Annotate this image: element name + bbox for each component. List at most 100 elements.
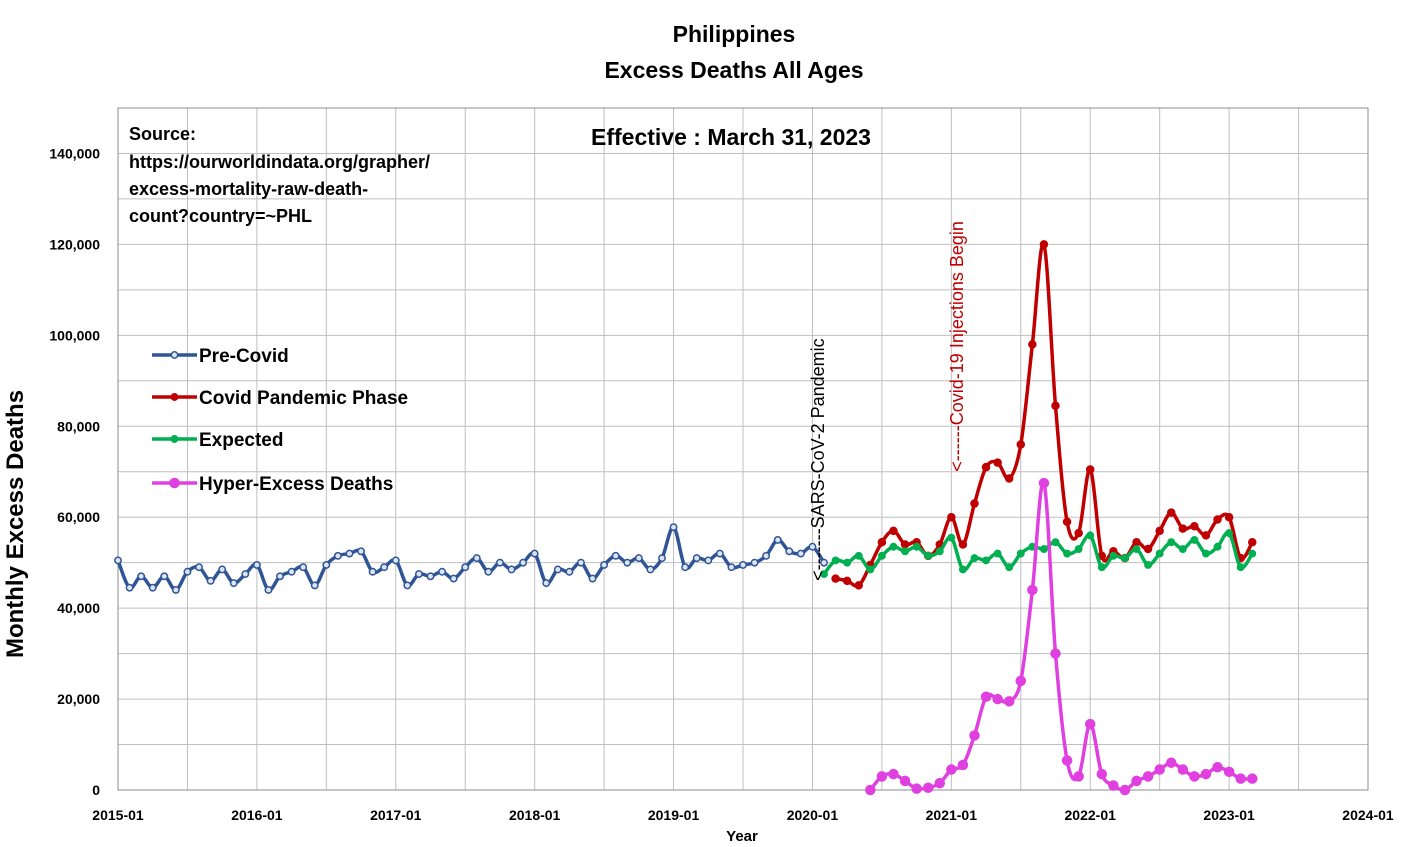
data-point (276, 572, 284, 581)
data-point (924, 551, 933, 560)
data-point (669, 523, 678, 532)
data-point (1015, 675, 1027, 687)
data-point (1190, 522, 1199, 531)
data-point (1142, 771, 1154, 782)
data-point (843, 558, 852, 567)
data-point (947, 512, 956, 522)
data-point (1178, 545, 1187, 553)
data-point (1005, 563, 1014, 572)
source-line: Source: (129, 124, 196, 144)
data-point (403, 581, 412, 590)
data-point (808, 542, 817, 551)
data-point (507, 565, 516, 574)
x-tick-label: 2019-01 (648, 807, 700, 823)
data-point (438, 567, 447, 576)
y-tick-label: 60,000 (57, 509, 100, 525)
data-point (565, 567, 574, 576)
effective-date-label: Effective : March 31, 2023 (591, 124, 871, 150)
data-point (1248, 549, 1257, 558)
data-point (1074, 528, 1083, 538)
x-tick-label: 2022-01 (1065, 807, 1117, 823)
data-point (831, 556, 840, 565)
data-point (750, 558, 759, 567)
data-point (727, 563, 736, 572)
data-point (796, 549, 805, 558)
data-point (1166, 508, 1176, 517)
data-point (588, 574, 597, 583)
data-point (1051, 538, 1060, 547)
y-tick-label: 140,000 (49, 145, 100, 161)
y-tick-label: 0 (92, 782, 100, 798)
data-point (1165, 757, 1177, 768)
legend: Pre-Covid Covid Pandemic Phase Expected Hyp… (152, 346, 408, 495)
data-point (889, 526, 898, 536)
data-point (391, 556, 400, 565)
data-point (183, 567, 192, 576)
legend-label: Expected (199, 430, 283, 451)
data-point (195, 563, 203, 572)
data-point (877, 551, 886, 560)
legend-item: Pre-Covid (152, 346, 289, 367)
data-point (912, 542, 921, 551)
series-group (114, 240, 1258, 796)
y-axis-label: Monthly Excess Deaths (2, 390, 29, 658)
data-point (1086, 531, 1095, 540)
data-point (692, 554, 701, 563)
data-point (957, 759, 969, 771)
data-point (449, 574, 458, 583)
data-point (1189, 771, 1200, 782)
data-point (137, 572, 146, 581)
data-point (414, 570, 423, 578)
legend-swatch-marker (169, 477, 180, 489)
data-point (900, 540, 910, 549)
data-point (1119, 784, 1131, 796)
data-point (1016, 549, 1025, 558)
data-point (1050, 648, 1061, 659)
x-axis-ticks: 2015-01 2016-01 2017-01 2018-01 2019-01 2020-… (92, 807, 1394, 823)
series-hyper-excess-deaths (865, 477, 1258, 796)
data-point (1062, 517, 1072, 526)
data-point (519, 558, 528, 567)
data-point (1074, 545, 1083, 553)
x-axis-label: Year (726, 828, 758, 845)
data-point (1167, 538, 1176, 547)
data-point (1143, 544, 1153, 554)
data-point (1039, 240, 1049, 249)
data-point (1225, 529, 1234, 538)
data-point (1038, 477, 1050, 489)
data-point (934, 777, 946, 789)
legend-label: Pre-Covid (199, 346, 289, 367)
data-point (1084, 718, 1096, 730)
data-point (1051, 401, 1060, 411)
x-tick-label: 2023-01 (1203, 807, 1255, 823)
data-point (1202, 549, 1210, 558)
data-point (461, 563, 470, 572)
data-point (715, 549, 724, 558)
x-tick-label: 2024-01 (1342, 807, 1394, 823)
data-point (553, 565, 562, 574)
y-tick-label: 100,000 (49, 327, 100, 343)
data-point (1039, 545, 1048, 553)
data-point (970, 499, 979, 508)
data-point (1248, 537, 1257, 547)
x-tick-label: 2016-01 (231, 807, 283, 823)
data-point (911, 783, 922, 794)
data-point (160, 572, 169, 581)
data-point (935, 547, 944, 556)
data-point (1016, 440, 1026, 449)
data-point (922, 782, 934, 793)
data-point (762, 551, 771, 560)
y-tick-label: 80,000 (57, 418, 100, 434)
annotation-label: <-------SARS-CoV-2 Pandemic (808, 338, 828, 581)
data-point (1235, 773, 1246, 784)
data-point (785, 547, 794, 556)
data-point (1131, 775, 1142, 787)
x-tick-label: 2017-01 (370, 807, 422, 823)
source-line: excess-mortality-raw-death- (129, 179, 368, 199)
data-point (310, 581, 319, 590)
data-point (600, 560, 609, 569)
data-point (218, 565, 227, 574)
data-point (484, 567, 493, 576)
data-point (368, 567, 377, 576)
data-point (1236, 563, 1245, 572)
